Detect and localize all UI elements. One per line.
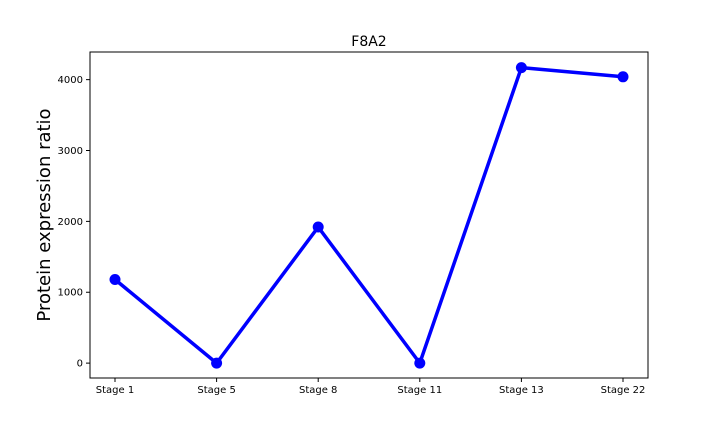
y-axis-label: Protein expression ratio: [34, 108, 55, 321]
data-point: [211, 357, 223, 369]
series-line: [113, 65, 624, 365]
data-point: [312, 221, 324, 233]
x-tick-label: Stage 8: [299, 385, 337, 396]
data-point: [515, 62, 527, 74]
y-tick-label: 2000: [58, 217, 83, 228]
y-tick-label: 0: [77, 359, 83, 370]
y-tick-label: 3000: [58, 146, 83, 157]
data-point: [617, 71, 629, 83]
plot-frame: [89, 51, 649, 379]
y-tick-label: 1000: [58, 288, 83, 299]
x-tick-label: Stage 22: [601, 385, 646, 396]
x-tick-label: Stage 13: [499, 385, 544, 396]
plot-area: 0 1000 2000 3000 4000 Stage 1 Stage 5 Stage 8 St…: [58, 62, 646, 396]
x-tick-label: Stage 5: [197, 385, 235, 396]
data-point: [414, 357, 426, 369]
x-tick-label: Stage 1: [96, 385, 134, 396]
x-tick-label: Stage 11: [397, 385, 442, 396]
data-point: [109, 273, 121, 285]
chart-title: F8A2: [351, 34, 386, 50]
y-tick-label: 4000: [58, 75, 83, 86]
